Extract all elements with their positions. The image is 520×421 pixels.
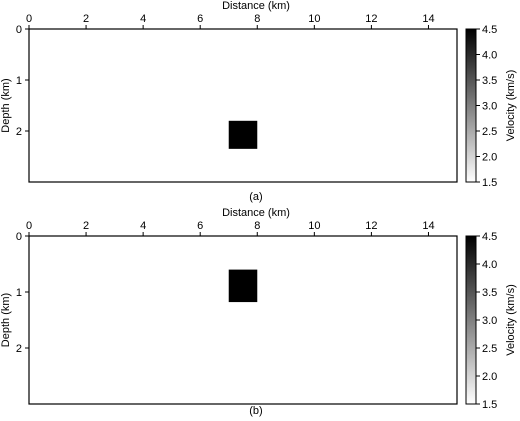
y-axis-title: Depth (km)	[0, 78, 12, 132]
x-tick-label: 8	[254, 220, 260, 232]
y-axis-title: Depth (km)	[0, 293, 12, 347]
x-tick-label: 8	[254, 13, 260, 25]
colorbar	[465, 28, 477, 183]
y-tick-label: 0	[16, 231, 22, 243]
x-tick-label: 12	[365, 13, 377, 25]
colorbar-tick-label: 4.5	[482, 231, 497, 243]
x-tick-label: 4	[140, 13, 146, 25]
colorbar-tick-label: 2.0	[482, 371, 497, 383]
panel-caption: (a)	[249, 191, 262, 203]
x-tick-label: 2	[83, 13, 89, 25]
colorbar-tick-label: 3.0	[482, 101, 497, 113]
x-tick-label: 14	[422, 13, 434, 25]
y-tick-label: 1	[16, 287, 22, 299]
y-tick-label: 0	[16, 24, 22, 36]
x-tick-label: 6	[197, 220, 203, 232]
colorbar-tick-label: 2.5	[482, 126, 497, 138]
colorbar-tick-label: 3.5	[482, 75, 497, 87]
x-tick-label: 0	[26, 13, 32, 25]
plot-area	[29, 236, 457, 404]
plot-frame	[28, 28, 458, 183]
velocity-anomaly-block	[228, 120, 258, 149]
velocity-anomaly-block	[228, 269, 258, 303]
colorbar-tick-label: 4.0	[482, 259, 497, 271]
colorbar-title: Velocity (km/s)	[505, 284, 517, 356]
colorbar-tick-label: 3.5	[482, 287, 497, 299]
y-tick-label: 2	[16, 343, 22, 355]
colorbar-tick-label: 4.5	[482, 24, 497, 36]
x-tick-label: 10	[308, 220, 320, 232]
x-tick-label: 0	[26, 220, 32, 232]
plot-area	[29, 29, 457, 182]
x-tick-label: 2	[83, 220, 89, 232]
x-tick-label: 10	[308, 13, 320, 25]
colorbar-tick-label: 4.0	[482, 50, 497, 62]
x-tick-label: 12	[365, 220, 377, 232]
x-tick-label: 6	[197, 13, 203, 25]
x-axis-title: Distance (km)	[222, 207, 290, 219]
panel-caption: (b)	[249, 405, 262, 417]
x-tick-label: 4	[140, 220, 146, 232]
y-tick-label: 2	[16, 126, 22, 138]
colorbar-title: Velocity (km/s)	[505, 70, 517, 142]
colorbar-tick-label: 1.5	[482, 399, 497, 411]
colorbar-tick-label: 2.0	[482, 152, 497, 164]
y-tick-label: 1	[16, 75, 22, 87]
x-axis-title: Distance (km)	[222, 0, 290, 12]
colorbar-tick-label: 3.0	[482, 315, 497, 327]
x-tick-label: 14	[422, 220, 434, 232]
colorbar-tick-label: 1.5	[482, 177, 497, 189]
colorbar-tick-label: 2.5	[482, 343, 497, 355]
plot-frame	[28, 235, 458, 405]
colorbar	[465, 235, 477, 405]
